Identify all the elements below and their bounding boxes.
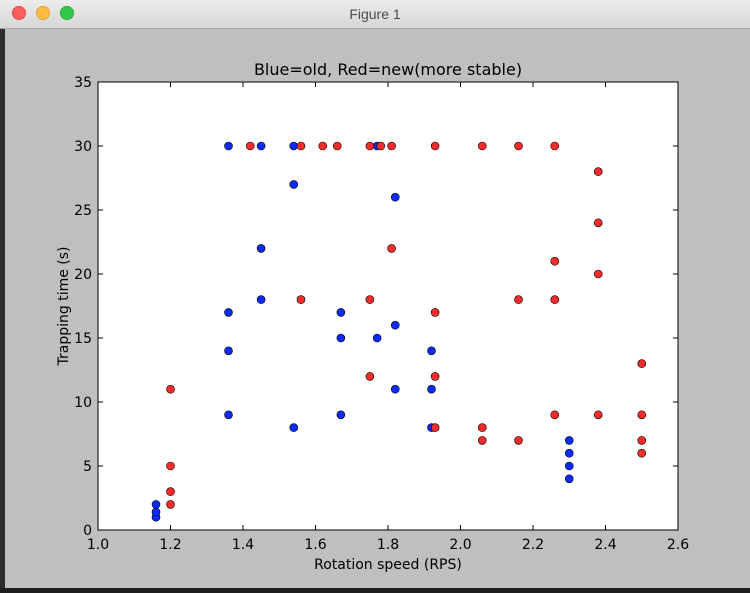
data-point-new (514, 295, 523, 304)
data-point-new (593, 269, 603, 279)
data-point-new (637, 410, 647, 420)
data-point-new (365, 295, 375, 304)
data-point-new (593, 410, 603, 420)
plot-area (97, 81, 679, 531)
data-point-new (430, 372, 440, 381)
data-point-old (289, 423, 299, 432)
data-point-new (387, 244, 396, 253)
data-point-new (593, 167, 603, 176)
data-point-new (637, 359, 647, 368)
x-tick-label: 2.0 (449, 537, 471, 553)
data-point-old (224, 141, 233, 151)
y-tick-label: 20 (74, 267, 92, 283)
data-point-new (430, 141, 440, 151)
data-point-new (550, 256, 560, 266)
y-tick-label: 10 (74, 395, 92, 411)
y-tick-label: 5 (83, 459, 92, 475)
data-point-old (564, 448, 574, 458)
y-tick-label: 35 (74, 75, 92, 91)
y-tick-label: 0 (83, 523, 92, 539)
data-point-new (296, 141, 306, 151)
y-tick-label: 15 (74, 331, 92, 347)
data-point-old (564, 461, 574, 471)
data-point-new (365, 372, 375, 381)
y-tick-label: 25 (74, 203, 92, 219)
data-point-new (477, 423, 487, 432)
data-point-old (390, 192, 400, 202)
data-point-new (637, 448, 647, 458)
window-title: Figure 1 (349, 6, 401, 22)
data-point-new (166, 500, 175, 509)
data-point-old (336, 410, 346, 420)
data-point-new (296, 295, 306, 304)
data-point-new (550, 295, 560, 304)
zoom-button[interactable] (60, 6, 74, 20)
data-point-new (477, 436, 487, 445)
x-tick-label: 2.2 (522, 537, 544, 553)
data-point-old (256, 244, 266, 253)
scatter-chart: Blue=old, Red=new(more stable) Rotation … (56, 60, 689, 573)
data-point-old (151, 500, 161, 509)
data-point-old (427, 384, 436, 394)
data-point-new (514, 436, 523, 445)
data-point-old (390, 320, 400, 330)
data-point-new (430, 423, 440, 432)
axes-ticks: 1.0 1.2 1.4 1.6 1.8 2.0 2.2 2.4 2.6 0 5 10 15 20 25 30 3… (74, 75, 689, 553)
x-tick-label: 1.8 (377, 537, 399, 553)
data-point-old (151, 507, 161, 517)
data-point-old (256, 295, 266, 304)
chart-title: Blue=old, Red=new(more stable) (254, 60, 522, 79)
data-point-new (550, 410, 560, 420)
x-tick-label: 1.2 (159, 537, 181, 553)
figure-canvas: Blue=old, Red=new(more stable) Rotation … (5, 29, 750, 588)
data-point-new (477, 141, 487, 151)
y-tick-label: 30 (74, 139, 92, 155)
data-point-new (637, 436, 647, 445)
data-point-old (224, 346, 233, 356)
data-point-old (390, 384, 400, 394)
minimize-button[interactable] (36, 6, 50, 20)
data-point-new (166, 461, 175, 471)
data-point-new (365, 141, 375, 151)
data-point-new (318, 141, 328, 151)
data-point-new (514, 141, 523, 151)
data-point-new (387, 141, 396, 151)
data-point-old (224, 308, 233, 317)
close-button[interactable] (12, 6, 26, 20)
y-axis-label: Trapping time (s) (56, 247, 72, 367)
data-point-new (550, 141, 560, 151)
data-point-new (430, 308, 440, 317)
data-point-old (564, 474, 574, 484)
data-point-new (166, 487, 175, 496)
x-tick-label: 1.4 (232, 537, 254, 553)
data-point-new (376, 141, 386, 151)
data-point-new (166, 384, 175, 394)
data-point-old (336, 308, 346, 317)
data-point-old (564, 436, 574, 445)
x-axis-label: Rotation speed (RPS) (314, 557, 462, 573)
x-tick-label: 1.0 (87, 537, 109, 553)
x-tick-label: 1.6 (304, 537, 326, 553)
data-points (151, 141, 647, 522)
background-terminal-edge (0, 29, 5, 588)
data-point-new (593, 218, 603, 228)
x-tick-label: 2.6 (667, 537, 689, 553)
data-point-new (332, 141, 342, 151)
data-point-old (372, 333, 382, 343)
data-point-old (336, 333, 346, 343)
data-point-old (224, 410, 233, 420)
data-point-old (289, 180, 299, 189)
window-titlebar[interactable]: Figure 1 (0, 0, 750, 29)
data-point-old (256, 141, 266, 151)
x-tick-label: 2.4 (594, 537, 616, 553)
data-point-old (289, 141, 299, 151)
data-point-new (245, 141, 255, 151)
data-point-old (427, 346, 436, 356)
